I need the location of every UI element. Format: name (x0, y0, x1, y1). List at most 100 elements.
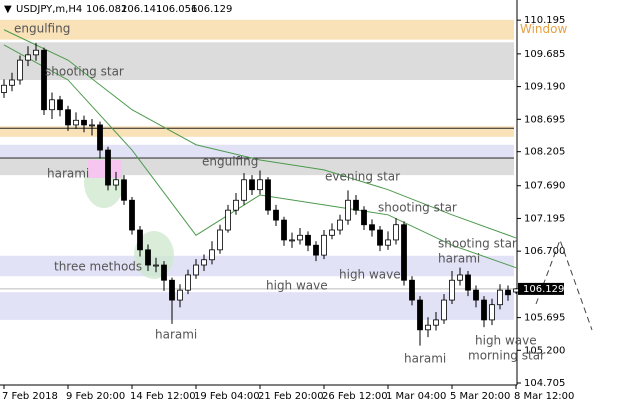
candle-body (257, 179, 263, 191)
moving-average (3, 29, 517, 239)
zone (0, 292, 514, 320)
candle-body (249, 179, 255, 191)
candle-body (457, 274, 463, 281)
zone (0, 144, 514, 158)
candle-body (481, 299, 487, 321)
candle-body (281, 219, 287, 241)
pattern-label: harami (47, 167, 89, 181)
y-tick-label: 110.195 (524, 15, 565, 26)
x-tick-label: 14 Feb 12:00 (130, 391, 196, 402)
candle-body (185, 274, 191, 291)
candle-body (25, 54, 31, 61)
candle-body (129, 199, 135, 231)
y-tick-label: 109.685 (524, 49, 565, 60)
x-tick-label: 26 Feb 12:00 (322, 391, 388, 402)
candle-body (145, 249, 151, 266)
candle-body (433, 319, 439, 326)
candle-body (513, 288, 519, 293)
candle-body (65, 109, 71, 126)
pattern-label: engulfing (202, 155, 258, 169)
candle-body (41, 49, 47, 111)
pattern-label: high wave (475, 334, 537, 348)
pattern-label: high wave (339, 268, 401, 282)
x-tick-label: 5 Mar 20:00 (450, 391, 510, 402)
candle-body (321, 234, 327, 256)
y-tick-label: 105.200 (524, 345, 565, 356)
zone (0, 126, 514, 137)
candle-body (505, 289, 511, 296)
x-tick-label: 8 Mar 12:00 (514, 391, 574, 402)
header-value: 106.129 (191, 4, 232, 15)
zone (0, 19, 514, 40)
y-tick-label: 108.205 (524, 147, 565, 158)
candle-body (137, 229, 143, 251)
pattern-label: shooting star (438, 237, 517, 251)
y-tick-label: 105.695 (524, 313, 565, 324)
candle-body (353, 199, 359, 211)
candle-body (105, 149, 111, 186)
candle-body (305, 234, 311, 246)
candle-body (113, 179, 119, 186)
candle-body (49, 99, 55, 111)
pattern-label: three methods (54, 260, 142, 274)
candle-body (273, 209, 279, 221)
candle-body (361, 209, 367, 226)
candle-body (89, 124, 95, 127)
pattern-label: evening star (325, 170, 400, 184)
candle-body (1, 84, 7, 93)
candle-body (121, 179, 127, 201)
y-tick-label: 107.195 (524, 213, 565, 224)
price-box (518, 282, 564, 295)
candle-body (265, 179, 271, 211)
candle-body (297, 234, 303, 241)
zone (0, 157, 514, 176)
header-value: 106.082 (86, 4, 127, 15)
candle-body (193, 264, 199, 276)
pattern-label: harami (155, 328, 197, 342)
header-value: 106.141 (121, 4, 162, 15)
candle-body (233, 199, 239, 211)
candle-body (313, 244, 319, 256)
candle-body (33, 49, 39, 56)
x-tick-label: 21 Feb 20:00 (258, 391, 324, 402)
candle-body (169, 279, 175, 301)
candle-body (329, 229, 335, 236)
pattern-label: engulfing (14, 22, 70, 36)
candle-body (489, 304, 495, 321)
symbol: USDJPY,m,H4 (16, 4, 82, 15)
candle-body (17, 59, 23, 81)
candle-body (241, 179, 247, 201)
candle-body (81, 119, 87, 126)
candle-body (409, 279, 415, 301)
x-tick-label: 1 Mar 04:00 (386, 391, 446, 402)
candle-body (337, 219, 343, 231)
candle-body (289, 239, 295, 242)
candle-body (449, 279, 455, 301)
pattern-label: morning star (468, 349, 545, 363)
candle-body (345, 199, 351, 221)
pattern-label: harami (404, 352, 446, 366)
x-tick-label: 9 Feb 20:00 (66, 391, 125, 402)
y-tick-label: 108.695 (524, 114, 565, 125)
pattern-label: high wave (266, 279, 328, 293)
candle-body (385, 239, 391, 246)
candle-body (441, 299, 447, 321)
pattern-label: shooting star (378, 201, 457, 215)
candle-body (473, 289, 479, 301)
candle-body (153, 264, 159, 267)
x-tick-label: 19 Feb 04:00 (194, 391, 260, 402)
price-label: 106.129 (523, 284, 564, 295)
candle-body (401, 224, 407, 281)
candle-body (217, 229, 223, 251)
candle-body (377, 229, 383, 246)
header-value: 106.056 (156, 4, 197, 15)
highlight (88, 160, 122, 178)
zone (0, 255, 514, 277)
menu-arrow[interactable]: ▼ (4, 4, 12, 15)
x-tick-label: 7 Feb 2018 (2, 391, 58, 402)
candle-body (417, 299, 423, 331)
candle-body (425, 324, 431, 331)
zone-label: Window (520, 22, 568, 36)
pattern-label: shooting star (45, 65, 124, 79)
